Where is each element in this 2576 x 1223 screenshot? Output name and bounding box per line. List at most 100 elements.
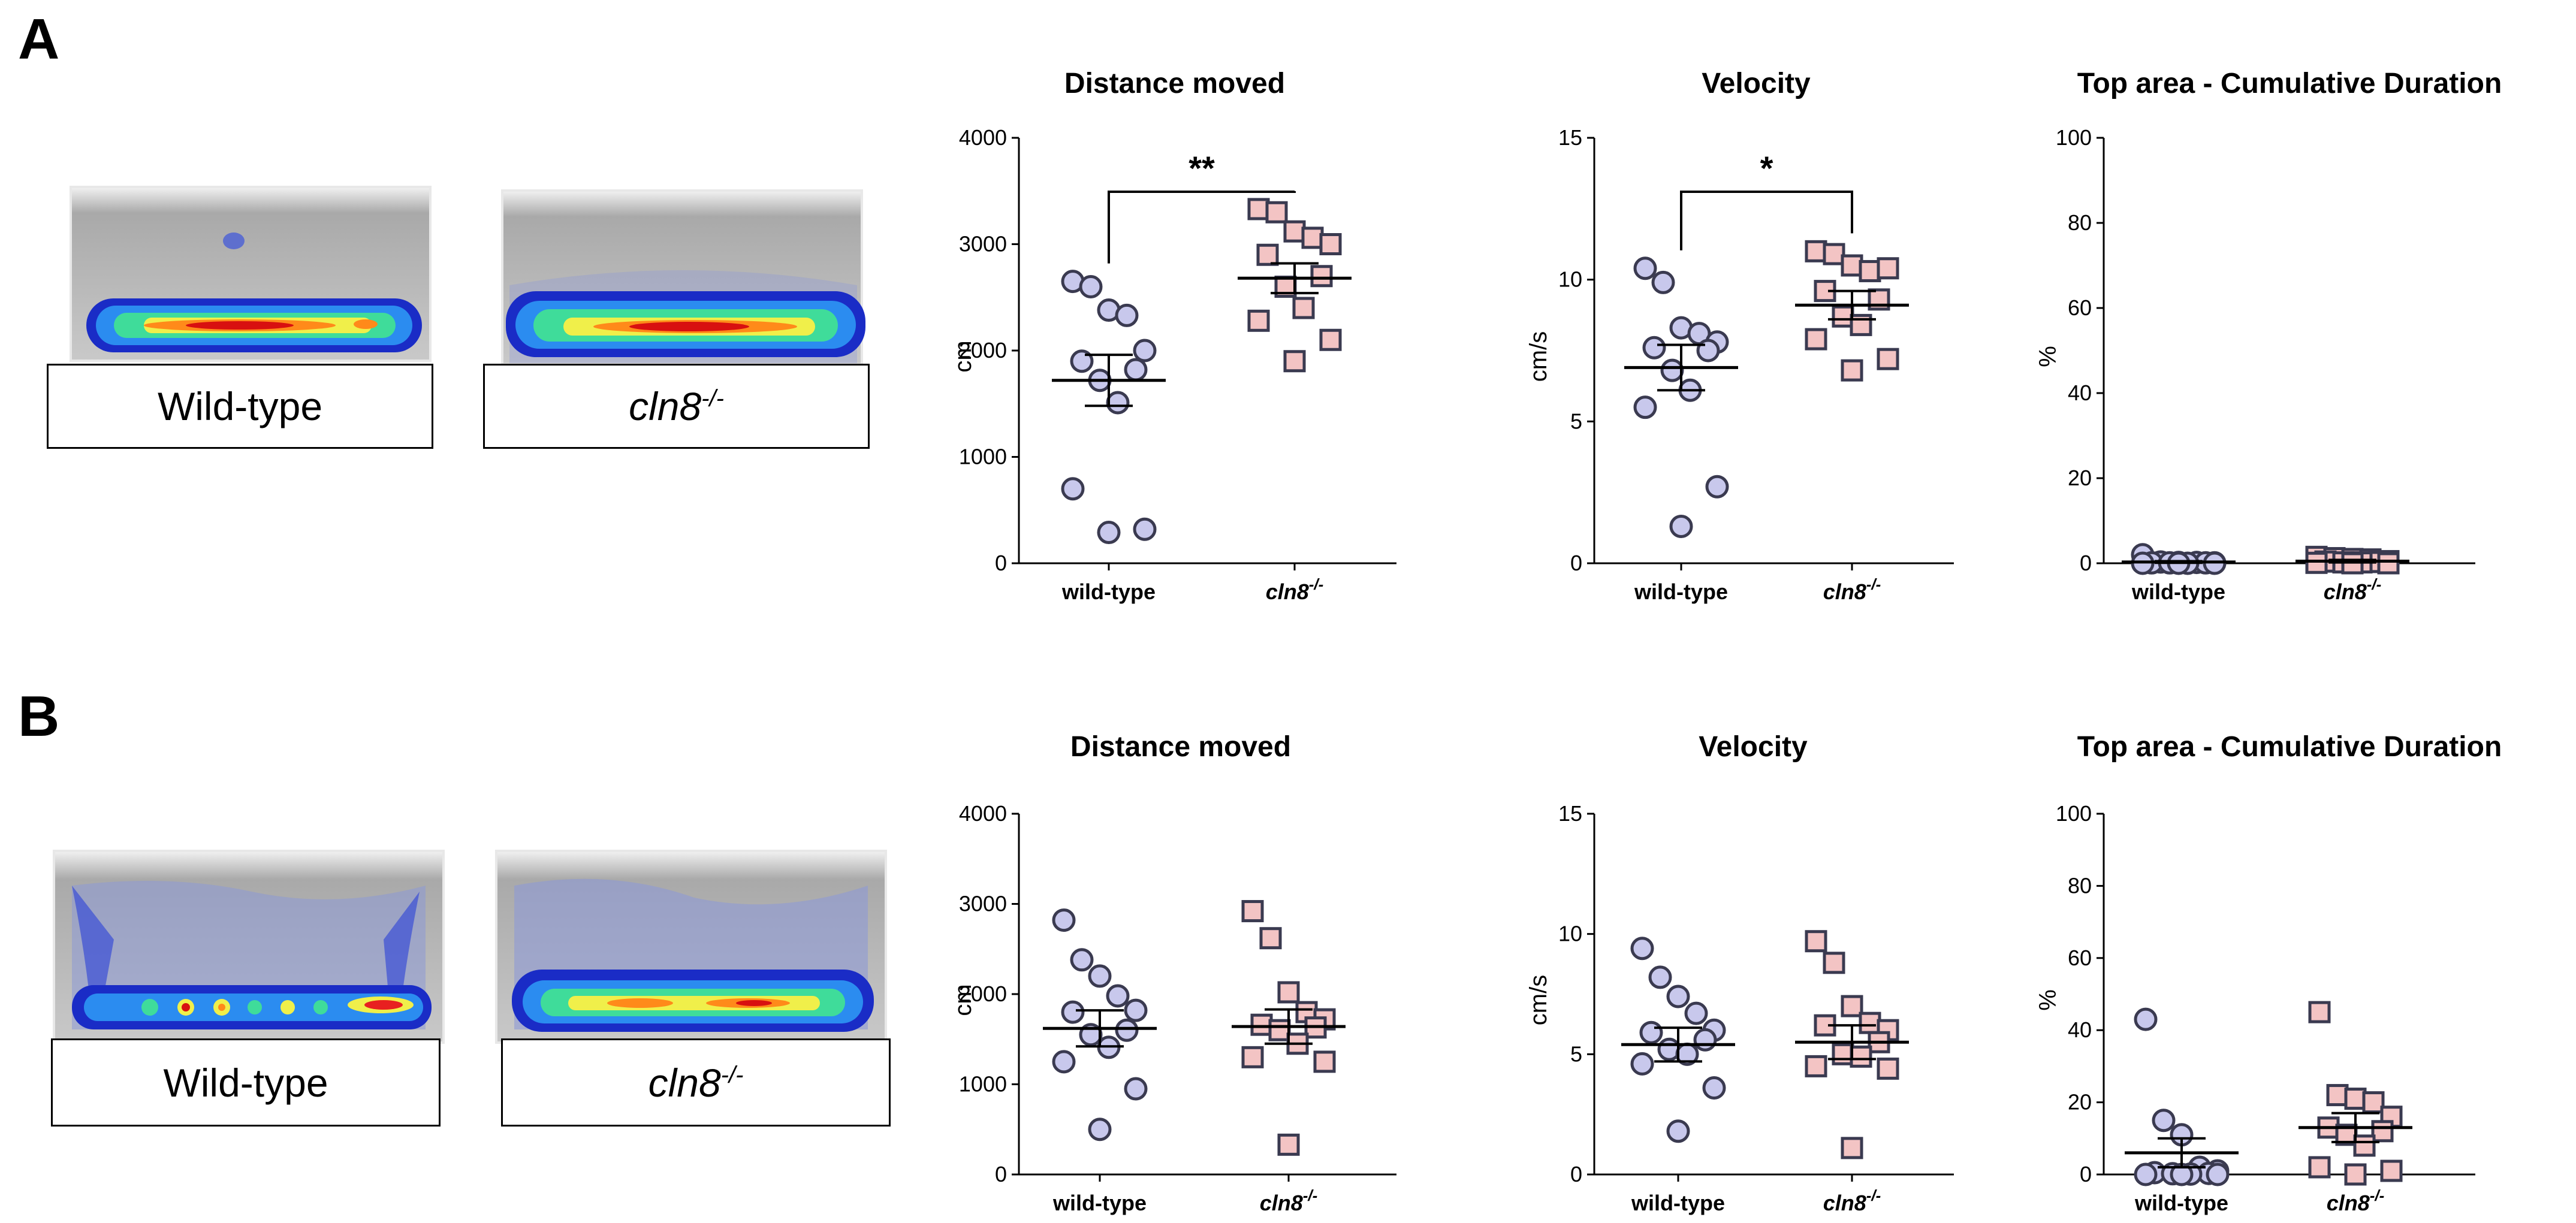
data-point — [2371, 1120, 2394, 1143]
y-tick-label: 20 — [2068, 1090, 2092, 1115]
x-category-base: cln8 — [2324, 579, 2367, 604]
caption-cln8-b-text: cln8-/- — [648, 1060, 744, 1106]
y-axis-label: % — [2035, 989, 2061, 1011]
data-point — [1277, 981, 1300, 1004]
y-tick-label: 15 — [1558, 125, 1582, 150]
x-category-sup: -/- — [1309, 575, 1324, 593]
data-point — [1805, 930, 1827, 953]
y-tick-label: 20 — [2068, 466, 2092, 490]
tank-heatmap-wild-type-a — [70, 186, 432, 362]
x-category-label: cln8-/- — [1266, 575, 1324, 604]
data-point — [1097, 521, 1121, 545]
data-point — [2326, 1084, 2349, 1107]
data-point — [1124, 1077, 1148, 1101]
chart-title: Velocity — [1699, 731, 1808, 763]
y-tick-label: 100 — [2056, 801, 2092, 826]
data-point — [1070, 349, 1094, 373]
data-point — [2134, 1007, 2158, 1031]
y-tick-label: 10 — [1558, 267, 1582, 292]
y-tick-label: 0 — [995, 1162, 1007, 1186]
caption-cln8-b-sup: -/- — [720, 1061, 744, 1088]
y-tick-label: 5 — [1570, 409, 1582, 433]
data-point — [1283, 350, 1306, 373]
data-point — [1277, 1133, 1300, 1156]
y-axis-label: cm/s — [1525, 975, 1552, 1025]
y-tick-label: 1000 — [959, 1072, 1007, 1097]
y-axis-label: cm — [950, 984, 976, 1016]
data-point — [1265, 201, 1288, 224]
data-point — [1832, 305, 1854, 328]
x-category-label: wild-type — [1634, 579, 1728, 604]
y-tick-label: 1000 — [959, 445, 1007, 469]
chart-title: Distance moved — [1064, 68, 1285, 99]
significance-label: ** — [1189, 149, 1215, 187]
data-point — [1106, 391, 1130, 415]
data-point — [2134, 1162, 2158, 1186]
chart-b-top-area: Top area - Cumulative Duration% 0 20 40 60 80… — [2035, 731, 2502, 1215]
x-category-base: cln8 — [1260, 1191, 1303, 1215]
x-category-sup: -/- — [2367, 575, 2382, 593]
y-tick-label: 80 — [2068, 210, 2092, 235]
x-category-base: cln8 — [1266, 579, 1309, 604]
y-tick-label: 0 — [995, 551, 1007, 575]
data-point — [1115, 303, 1139, 327]
data-point — [1859, 259, 1881, 282]
panel-label-b: B — [18, 684, 60, 748]
tank-heatmap-cln8-b — [495, 850, 887, 1044]
data-point — [1693, 1028, 1717, 1052]
y-tick-label: 0 — [2080, 551, 2092, 575]
data-point — [1052, 1050, 1076, 1074]
y-tick-label: 2000 — [959, 982, 1007, 1006]
chart-title: Distance moved — [1070, 731, 1291, 763]
y-tick-label: 80 — [2068, 873, 2092, 898]
data-point — [1660, 358, 1684, 382]
data-point — [1630, 1052, 1654, 1076]
data-point — [1877, 257, 1899, 280]
data-point — [2308, 1001, 2331, 1023]
data-point — [1106, 984, 1130, 1008]
y-tick-label: 10 — [1558, 922, 1582, 946]
data-point — [2353, 1134, 2376, 1157]
y-tick-label: 40 — [2068, 381, 2092, 405]
y-tick-label: 60 — [2068, 946, 2092, 970]
data-point — [1061, 477, 1085, 501]
x-category-sup: -/- — [2370, 1186, 2385, 1204]
chart-title: Velocity — [1702, 68, 1811, 99]
chart-title: Top area - Cumulative Duration — [2077, 731, 2502, 763]
caption-wild-type-a: Wild-type — [47, 364, 433, 449]
x-category-base: wild-type — [1061, 579, 1156, 604]
data-point — [1079, 275, 1103, 298]
y-axis-label: % — [2035, 346, 2061, 367]
data-point — [2344, 1088, 2367, 1110]
data-point — [1696, 339, 1720, 363]
data-point — [1133, 339, 1157, 363]
data-point — [1247, 198, 1270, 221]
data-point — [2377, 552, 2400, 575]
data-point — [1850, 1045, 1872, 1068]
data-point — [1124, 358, 1148, 382]
y-tick-label: 4000 — [959, 801, 1007, 826]
y-tick-label: 40 — [2068, 1017, 2092, 1042]
y-tick-label: 0 — [1570, 1162, 1582, 1186]
data-point — [1666, 1119, 1690, 1143]
data-point — [1841, 1137, 1863, 1159]
x-category-base: wild-type — [1631, 1191, 1725, 1215]
data-point — [2380, 1159, 2403, 1182]
data-point — [1633, 256, 1657, 280]
data-point — [1702, 1076, 1726, 1100]
y-axis-label: cm — [950, 340, 976, 372]
data-point — [1250, 1013, 1273, 1036]
x-category-label: wild-type — [1631, 1191, 1725, 1215]
data-point — [1823, 243, 1845, 265]
y-tick-label: 2000 — [959, 338, 1007, 363]
data-point — [1313, 1050, 1336, 1073]
x-category-base: wild-type — [2134, 1191, 2228, 1215]
data-point — [1319, 328, 1342, 351]
x-category-sup: -/- — [1303, 1186, 1318, 1204]
data-point — [1061, 1000, 1085, 1024]
significance-bracket — [1680, 191, 1853, 250]
data-point — [1310, 265, 1333, 288]
data-point — [2152, 1109, 2176, 1133]
chart-b-distance-moved: Distance moved cm 0 1000 2000 3000 4000 wild-ty… — [950, 731, 1396, 1215]
caption-cln8-a: cln8-/- — [483, 364, 870, 449]
